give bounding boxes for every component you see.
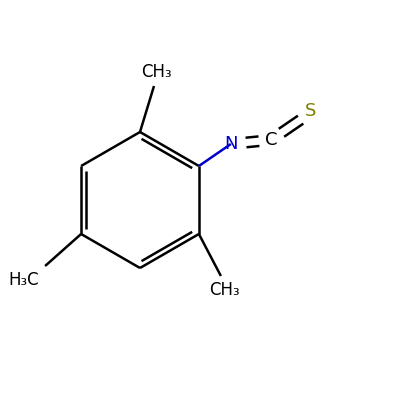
Text: C: C [265,131,277,149]
Text: H₃C: H₃C [8,271,39,289]
Text: CH₃: CH₃ [141,63,171,81]
Text: S: S [305,102,316,120]
Text: N: N [224,135,238,153]
Text: CH₃: CH₃ [209,281,240,299]
